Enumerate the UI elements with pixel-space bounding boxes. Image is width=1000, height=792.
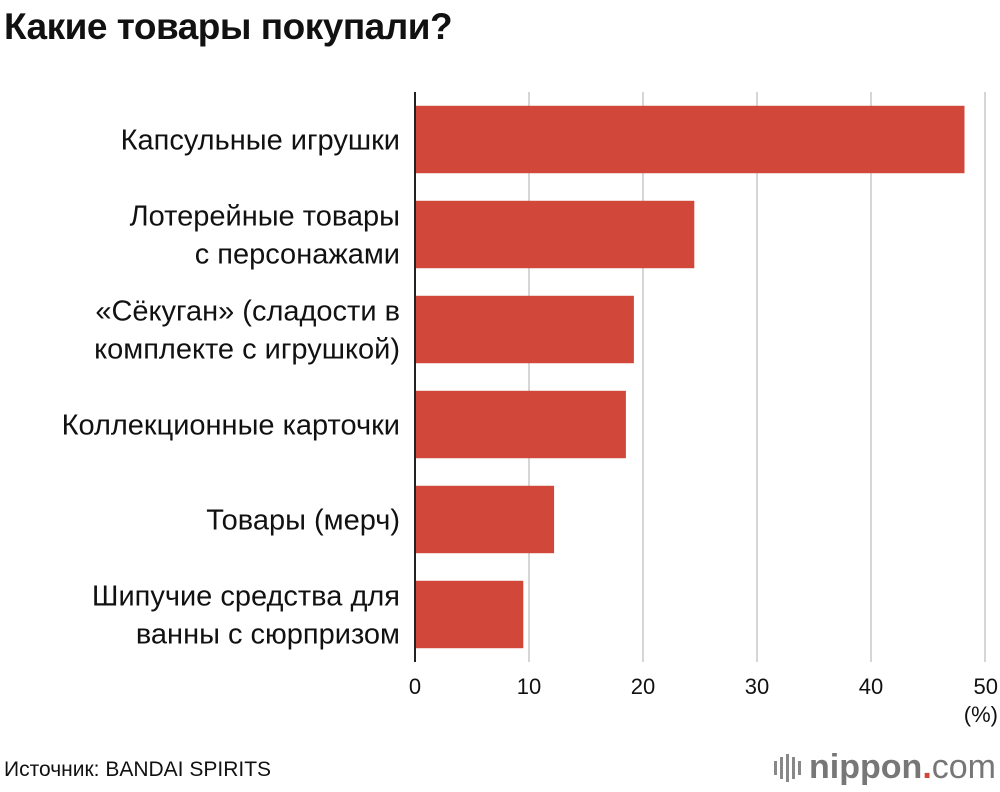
category-label-line: Коллекционные карточки: [62, 410, 400, 442]
bar: [415, 105, 965, 174]
category-label: «Сёкуган» (сладости в комплекте с игрушко…: [94, 296, 400, 366]
bar: [415, 485, 555, 554]
category-label-line: ванны с сюрпризом: [136, 619, 400, 651]
unit-label: (%): [964, 702, 998, 727]
category-label-line: комплекте с игрушкой): [94, 334, 400, 366]
bar: [415, 200, 695, 269]
x-tick-label: 10: [517, 674, 541, 699]
category-label-line: «Сёкуган» (сладости в: [95, 296, 400, 328]
bar: [415, 390, 626, 459]
category-label-line: Лотерейные товары: [130, 201, 400, 233]
category-label-line: с персонажами: [195, 239, 400, 271]
x-tick-label: 0: [409, 674, 421, 699]
category-label-line: Товары (мерч): [206, 505, 400, 537]
x-tick-label: 40: [859, 674, 883, 699]
category-label: Капсульные игрушки: [121, 125, 400, 157]
category-label: Коллекционные карточки: [62, 410, 400, 442]
logo-bars-icon: [774, 753, 802, 782]
x-tick-label: 50: [974, 674, 998, 699]
logo-dot: .: [922, 748, 932, 786]
category-label: Товары (мерч): [206, 505, 400, 537]
bar: [415, 295, 634, 364]
logo-name: nippon: [809, 748, 923, 786]
category-label-line: Капсульные игрушки: [121, 125, 400, 157]
source-note: Источник: BANDAI SPIRITS: [4, 758, 272, 781]
category-label-line: Шипучие средства для: [92, 581, 400, 613]
x-tick-label: 30: [745, 674, 769, 699]
category-label: Лотерейные товары с персонажами: [130, 201, 400, 271]
logo-tld: com: [931, 748, 996, 786]
chart-title: Какие товары покупали?: [4, 6, 453, 47]
nippon-logo: nippon. com: [774, 748, 996, 787]
x-tick-label: 20: [631, 674, 655, 699]
category-label: Шипучие средства для ванны с сюрпризом: [92, 581, 400, 651]
bar: [415, 580, 524, 649]
